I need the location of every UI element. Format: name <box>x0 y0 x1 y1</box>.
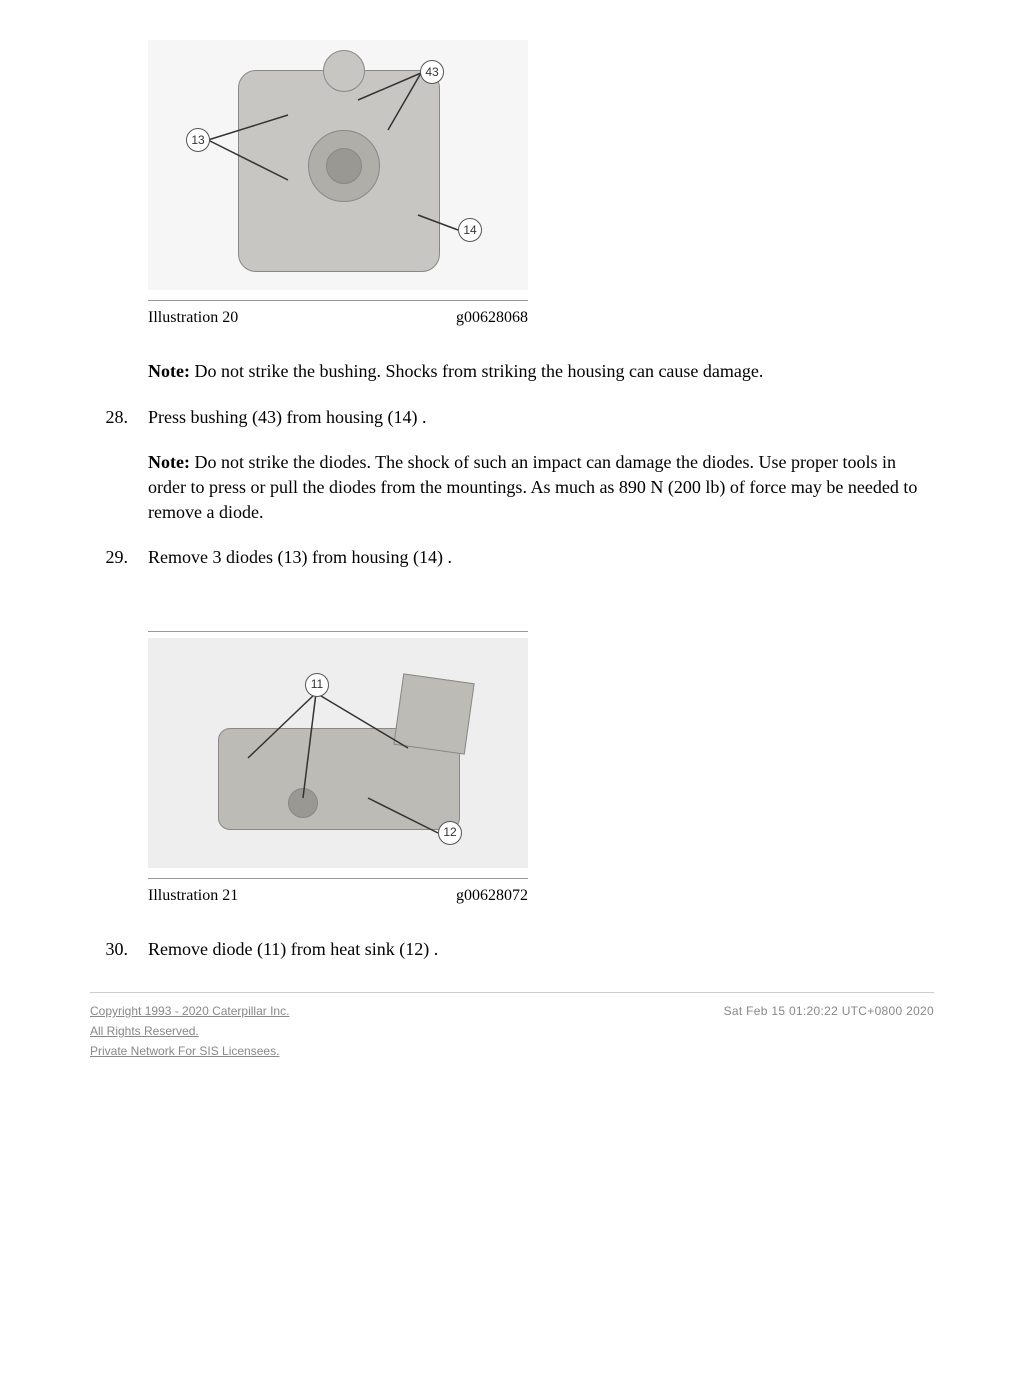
note-prefix: Note: <box>148 452 190 472</box>
callout-14: 14 <box>458 218 482 242</box>
callout-43: 43 <box>420 60 444 84</box>
step-28-text: Press bushing (43) from housing (14) . <box>148 407 426 427</box>
step-30: 30. Remove diode (11) from heat sink (12… <box>90 937 934 962</box>
step-30-num: 30. <box>90 937 148 962</box>
note-text: Do not strike the diodes. The shock of s… <box>148 452 917 522</box>
illustration-20-block: 43 13 14 Illustration 20 g00628068 <box>148 40 528 329</box>
step-30-body: Remove diode (11) from heat sink (12) . <box>148 937 934 962</box>
callout-12: 12 <box>438 821 462 845</box>
footer-timestamp: Sat Feb 15 01:20:22 UTC+0800 2020 <box>724 1003 934 1062</box>
step-28-body: Press bushing (43) from housing (14) . <box>148 405 934 430</box>
step-29-num: 29. <box>90 545 148 570</box>
footer-divider <box>90 992 934 993</box>
note-text: Do not strike the bushing. Shocks from s… <box>194 361 763 381</box>
illustration-20-rule <box>148 300 528 301</box>
step-29: 29. Remove 3 diodes (13) from housing (1… <box>90 545 934 570</box>
step-28: 28. Press bushing (43) from housing (14)… <box>90 405 934 430</box>
illustration-21-code: g00628072 <box>456 885 528 907</box>
illustration-21-image: 11 12 <box>148 638 528 868</box>
callout-13: 13 <box>186 128 210 152</box>
illustration-21-rule-bottom <box>148 878 528 879</box>
step-30-text: Remove diode (11) from heat sink (12) . <box>148 939 438 959</box>
note-bushing: Note: Do not strike the bushing. Shocks … <box>148 359 934 384</box>
illustration-21-label: Illustration 21 <box>148 885 238 907</box>
note-prefix: Note: <box>148 361 190 381</box>
illustration-21-block: 11 12 Illustration 21 g00628072 <box>148 631 528 907</box>
illustration-21-rule-top <box>148 631 528 632</box>
note-diodes: Note: Do not strike the diodes. The shoc… <box>148 450 934 526</box>
footer-rights[interactable]: All Rights Reserved. <box>90 1023 289 1040</box>
callout-11: 11 <box>305 673 329 697</box>
illustration-20-caption: Illustration 20 g00628068 <box>148 307 528 329</box>
illustration-21-caption: Illustration 21 g00628072 <box>148 885 528 907</box>
step-28-num: 28. <box>90 405 148 430</box>
footer-left: Copyright 1993 - 2020 Caterpillar Inc. A… <box>90 1003 289 1062</box>
footer-network[interactable]: Private Network For SIS Licensees. <box>90 1043 289 1060</box>
illustration-20-image: 43 13 14 <box>148 40 528 290</box>
step-29-body: Remove 3 diodes (13) from housing (14) . <box>148 545 934 570</box>
illustration-20-code: g00628068 <box>456 307 528 329</box>
footer-copyright[interactable]: Copyright 1993 - 2020 Caterpillar Inc. <box>90 1003 289 1020</box>
step-29-text: Remove 3 diodes (13) from housing (14) . <box>148 547 452 567</box>
illustration-20-label: Illustration 20 <box>148 307 238 329</box>
page-footer: Copyright 1993 - 2020 Caterpillar Inc. A… <box>90 1003 934 1062</box>
